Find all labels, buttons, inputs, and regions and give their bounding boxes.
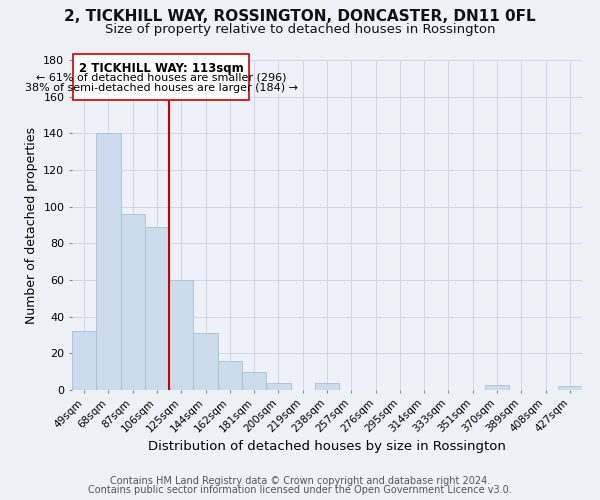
Text: Contains HM Land Registry data © Crown copyright and database right 2024.: Contains HM Land Registry data © Crown c… [110, 476, 490, 486]
Text: Size of property relative to detached houses in Rossington: Size of property relative to detached ho… [105, 22, 495, 36]
Bar [121, 214, 145, 390]
Bar [96, 134, 121, 390]
Text: 2, TICKHILL WAY, ROSSINGTON, DONCASTER, DN11 0FL: 2, TICKHILL WAY, ROSSINGTON, DONCASTER, … [64, 9, 536, 24]
Bar [266, 382, 290, 390]
Bar [315, 382, 339, 390]
Bar [73, 54, 249, 100]
Bar [169, 280, 193, 390]
Text: ← 61% of detached houses are smaller (296): ← 61% of detached houses are smaller (29… [36, 73, 287, 83]
Bar [485, 384, 509, 390]
Bar [193, 333, 218, 390]
Y-axis label: Number of detached properties: Number of detached properties [25, 126, 38, 324]
Bar [218, 360, 242, 390]
Text: 2 TICKHILL WAY: 113sqm: 2 TICKHILL WAY: 113sqm [79, 62, 244, 75]
Bar [558, 386, 582, 390]
X-axis label: Distribution of detached houses by size in Rossington: Distribution of detached houses by size … [148, 440, 506, 453]
Text: 38% of semi-detached houses are larger (184) →: 38% of semi-detached houses are larger (… [25, 83, 298, 93]
Bar [145, 227, 169, 390]
Bar [242, 372, 266, 390]
Bar [72, 332, 96, 390]
Text: Contains public sector information licensed under the Open Government Licence v3: Contains public sector information licen… [88, 485, 512, 495]
